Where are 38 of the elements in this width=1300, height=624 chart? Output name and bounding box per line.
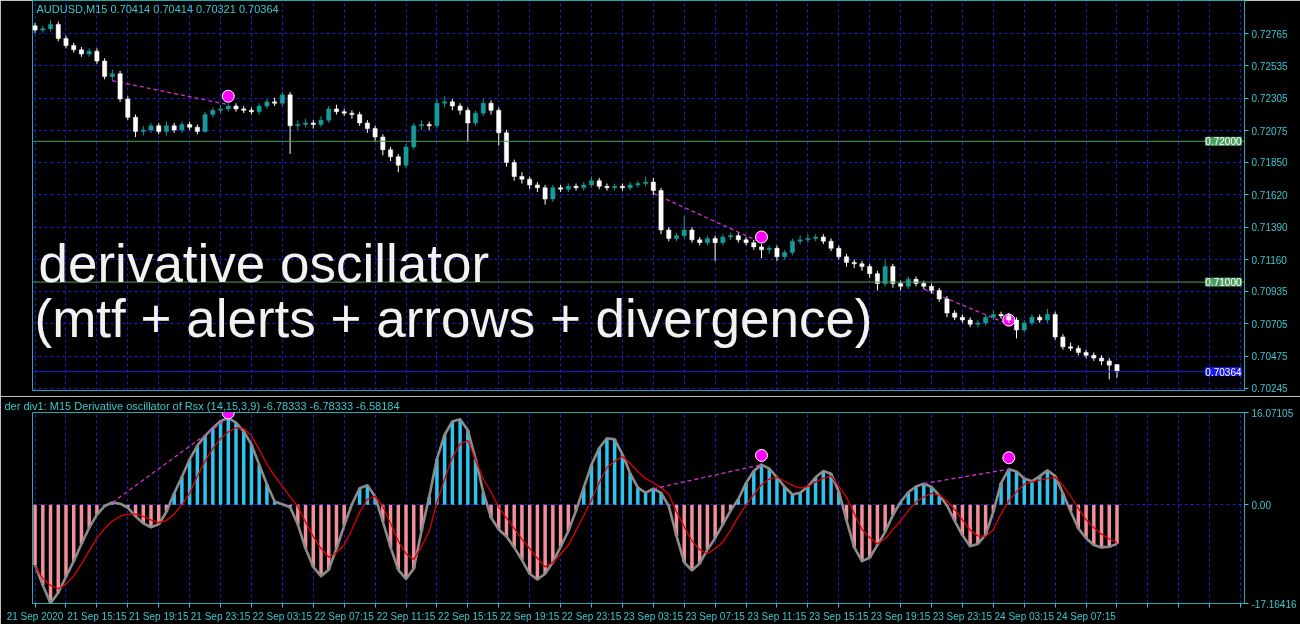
x-tick-label: 23 Sep 03:15 (623, 610, 684, 622)
x-tick-label: 23 Sep 23:15 (932, 610, 993, 622)
ref-line-label: 0.70364 (1205, 366, 1242, 378)
y-tick-label: 0.71850 (1251, 157, 1289, 169)
y-tick-label: -17.16416 (1251, 598, 1297, 610)
x-tick-label: 22 Sep 15:15 (438, 610, 499, 622)
x-tick-label: 21 Sep 15:15 (67, 610, 128, 622)
x-tick-label: 21 Sep 23:15 (190, 610, 251, 622)
chart-title: der div1: M15 Derivative oscillator of Rsx (14,15,3,9) -6.78333 -6.78333 -6.58184 (4, 399, 400, 412)
chart-title: AUDUSD,M15 0.70414 0.70414 0.70321 0.70364 (36, 2, 279, 15)
y-tick-label: 0.00 (1251, 499, 1272, 511)
x-tick-label: 21 Sep 2020 (6, 610, 64, 622)
y-tick-label: 16.07105 (1251, 407, 1294, 419)
x-tick-label: 24 Sep 07:15 (1056, 610, 1117, 622)
y-tick-label: 0.71160 (1251, 254, 1288, 266)
x-tick-label: 23 Sep 19:15 (870, 610, 931, 622)
x-tick-label: 22 Sep 03:15 (252, 610, 313, 622)
y-tick-label: 0.72765 (1251, 28, 1289, 40)
ref-line-label: 0.72000 (1205, 136, 1242, 148)
x-tick-label: 22 Sep 23:15 (561, 610, 622, 622)
x-tick-label: 22 Sep 11:15 (376, 610, 436, 622)
x-tick-label: 21 Sep 19:15 (128, 610, 189, 622)
y-tick-label: 0.72075 (1251, 125, 1289, 137)
x-tick-label: 22 Sep 07:15 (314, 610, 375, 622)
y-tick-label: 0.72305 (1251, 93, 1289, 105)
y-tick-label: 0.71390 (1251, 222, 1289, 234)
ref-line-label: 0.71000 (1205, 277, 1242, 289)
y-tick-label: 0.70705 (1251, 318, 1289, 330)
y-tick-label: 0.72535 (1251, 60, 1289, 72)
x-tick-label: 23 Sep 15:15 (809, 610, 869, 622)
y-tick-label: 0.71620 (1251, 189, 1289, 201)
y-tick-label: 0.70935 (1251, 286, 1289, 298)
x-tick-label: 23 Sep 11:15 (747, 610, 807, 622)
y-tick-label: 0.70245 (1251, 383, 1289, 395)
x-tick-label: 23 Sep 07:15 (685, 610, 746, 622)
y-tick-label: 0.70475 (1251, 351, 1289, 363)
x-tick-label: 22 Sep 19:15 (499, 610, 560, 622)
x-tick-label: 24 Sep 03:15 (994, 610, 1055, 622)
